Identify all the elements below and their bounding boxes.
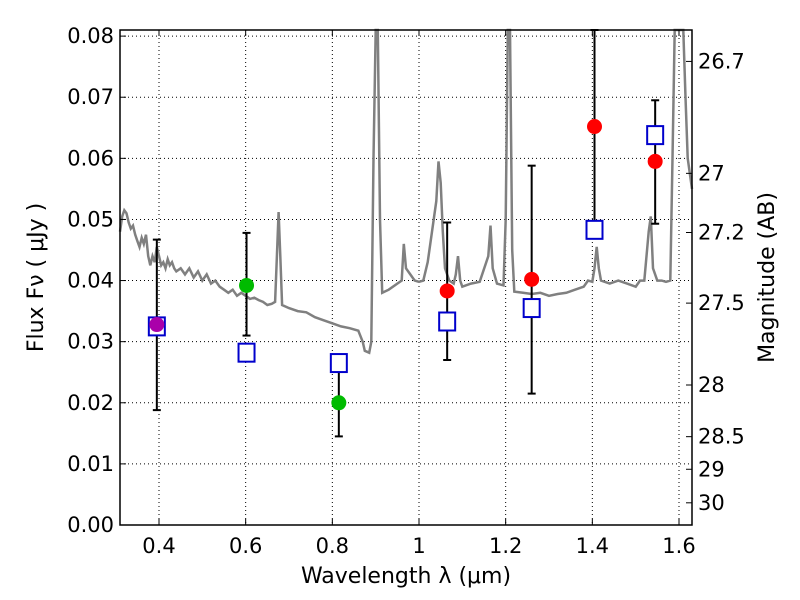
y2-tick-label: 26.7 [698,49,745,73]
x-tick-label: 1.4 [576,534,609,558]
model-spectrum-line [118,28,694,355]
observed-circle-markers [149,119,663,411]
model-square-markers [147,125,665,374]
y-tick-label: 0.03 [67,330,114,354]
tick-labels: 0.4 0.6 0.8 1 1.2 1.4 1.6 0.00 0.01 0.02 0.03 0.04 0… [67,24,745,558]
y2-tick-label: 30 [698,491,725,515]
model-square-point [646,125,665,146]
y2-axis-label: Magnitude (AB) [755,192,780,363]
observed-point [439,283,455,299]
y2-tick-label: 27 [698,161,725,185]
y2-tick-label: 28.5 [698,425,745,449]
observed-point [587,119,602,135]
y-tick-label: 0.05 [67,207,114,231]
y2-tick-label: 29 [698,457,725,481]
model-square-point [329,353,348,374]
y-tick-label: 0.01 [67,452,114,476]
x-tick-label: 0.8 [316,534,349,558]
y2-tick-label: 28 [698,373,725,397]
model-square-point [438,311,457,332]
plot-frame [119,29,693,526]
observed-point [239,277,255,293]
x-tick-label: 1.6 [662,534,695,558]
y2-tick-label: 27.5 [698,291,745,315]
x-axis-label: Wavelength λ (μm) [301,564,511,589]
y2-tick-label: 27.2 [698,221,745,245]
x-tick-label: 1 [412,534,425,558]
x-tick-label: 1.2 [489,534,522,558]
y-tick-label: 0.02 [67,391,114,415]
error-bars [152,29,660,438]
model-square-point [585,219,604,240]
observed-point [149,317,165,333]
y-tick-label: 0.04 [67,269,114,293]
observed-point [647,153,663,169]
model-square-point [237,342,256,363]
tick-marks [120,30,692,526]
y-axis-label: Flux Fν ( μJy ) [24,203,49,352]
model-square-point [522,298,541,319]
observed-point [524,271,540,287]
y-tick-label: 0.06 [67,146,114,170]
y-tick-label: 0.08 [67,24,114,48]
observed-point [331,395,347,411]
y-tick-label: 0.07 [67,85,114,109]
x-tick-label: 0.4 [142,534,175,558]
x-tick-label: 0.6 [229,534,262,558]
y-tick-label: 0.00 [67,513,114,537]
